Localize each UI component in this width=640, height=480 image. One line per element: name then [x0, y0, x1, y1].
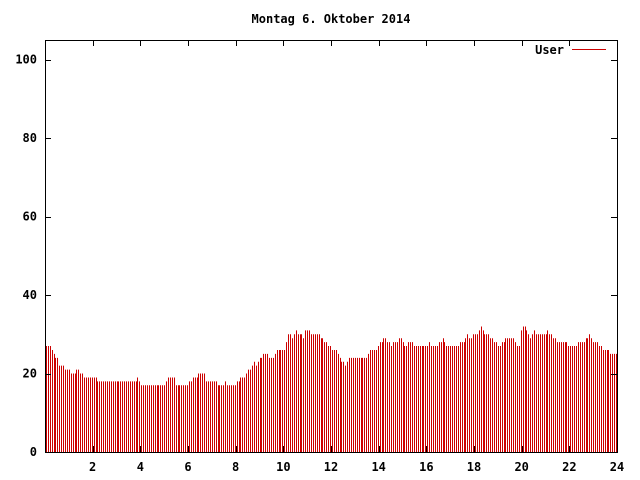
- x-tick-label: 22: [562, 460, 576, 474]
- y-tick-label: 40: [23, 288, 37, 302]
- x-tick-label: 16: [419, 460, 433, 474]
- x-tick-label: 18: [467, 460, 481, 474]
- y-tick-label: 20: [23, 367, 37, 381]
- x-axis: 2 4 6 8 10 12 14 16 18 20 22 24: [89, 40, 624, 474]
- y-axis: 0 20 40 60 80 100: [15, 53, 617, 459]
- x-tick-label: 14: [371, 460, 385, 474]
- x-tick-label: 2: [89, 460, 96, 474]
- x-tick-label: 6: [184, 460, 191, 474]
- chart-title: Montag 6. Oktober 2014: [252, 12, 411, 26]
- y-tick-label: 60: [23, 210, 37, 224]
- legend: User: [535, 43, 606, 57]
- x-tick-label: 20: [514, 460, 528, 474]
- plot-frame: [45, 40, 618, 453]
- x-tick-label: 24: [610, 460, 624, 474]
- x-tick-label: 12: [324, 460, 338, 474]
- y-tick-label: 100: [15, 53, 37, 67]
- y-tick-label: 0: [30, 445, 37, 459]
- legend-label: User: [535, 43, 564, 57]
- x-tick-label: 10: [276, 460, 290, 474]
- y-tick-label: 80: [23, 131, 37, 145]
- bar-series: [46, 326, 617, 452]
- x-tick-label: 4: [137, 460, 144, 474]
- x-tick-label: 8: [232, 460, 239, 474]
